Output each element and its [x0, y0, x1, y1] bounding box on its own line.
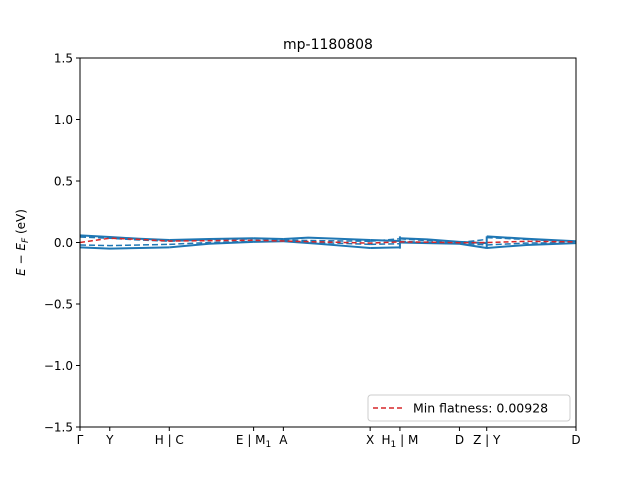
y-tick-label: −1.0	[44, 359, 73, 373]
x-tick-label: A	[279, 433, 288, 447]
y-axis-label-sub-base: E	[14, 243, 28, 251]
legend: Min flatness: 0.00928	[367, 394, 571, 422]
x-tick-label: Z | Y	[473, 433, 501, 447]
y-axis-label-minus: −	[14, 251, 28, 269]
x-axis: Γ Y H | C E | M1 A X H1 | M D Z | Y D	[77, 427, 581, 450]
y-tick-label: −1.5	[44, 421, 73, 435]
band-line-2-segment-1	[80, 246, 170, 250]
x-tick-label: D	[571, 433, 580, 447]
band-line-3-segment-8	[486, 236, 576, 243]
x-tick-label: E | M1	[236, 433, 271, 450]
band-line-4-segment-4	[283, 239, 371, 246]
y-tick-label: 1.5	[54, 52, 73, 66]
plot-frame	[79, 57, 577, 428]
band-line-2-segment-2	[169, 240, 254, 249]
x-tick-label: D	[455, 433, 464, 447]
band-line-3-segment-4	[283, 239, 371, 243]
y-axis-label-main: E	[14, 268, 28, 276]
y-tick-label: 0.0	[54, 236, 73, 250]
x-tick-label: Y	[105, 433, 114, 447]
band-line-4-segment-2	[169, 240, 254, 246]
band-line-4-segment-5	[370, 242, 400, 246]
band-line-3-segment-5	[370, 238, 400, 243]
legend-label-flatness: Min flatness: 0.00928	[413, 401, 548, 416]
y-tick-label: 1.0	[54, 113, 73, 127]
y-axis-label-unit: (eV)	[14, 209, 28, 238]
chart-title: mp-1180808	[283, 37, 373, 53]
x-tick-label: H | C	[155, 433, 184, 447]
x-tick-label: X	[366, 433, 374, 447]
band-line-2-segment-5	[370, 246, 400, 250]
legend-box	[367, 394, 571, 422]
band-line-2-segment-7	[459, 242, 487, 250]
band-line-3-segment-2	[169, 238, 254, 243]
y-axis: −1.5 −1.0 −0.5 0.0 0.5 1.0 1.5	[44, 52, 80, 435]
y-tick-label: 0.5	[54, 175, 73, 189]
band-line-1-segment-4	[283, 236, 371, 242]
band-line-1-segment-6	[399, 237, 460, 243]
y-axis-label-subscript: F	[21, 237, 31, 243]
band-line-4-segment-8	[486, 241, 576, 246]
band-line-1-segment-1	[80, 234, 170, 242]
band-line-3-segment-3	[253, 238, 284, 241]
band-line-2-segment-8	[486, 242, 576, 250]
band-line-2-segment-4	[283, 240, 371, 250]
y-axis-label: E − EF (eV)	[14, 209, 31, 276]
x-tick-label: H1 | M	[382, 433, 419, 450]
x-tick-label: Γ	[77, 433, 84, 447]
band-line-4-segment-1	[80, 243, 170, 247]
y-tick-label: −0.5	[44, 298, 73, 312]
